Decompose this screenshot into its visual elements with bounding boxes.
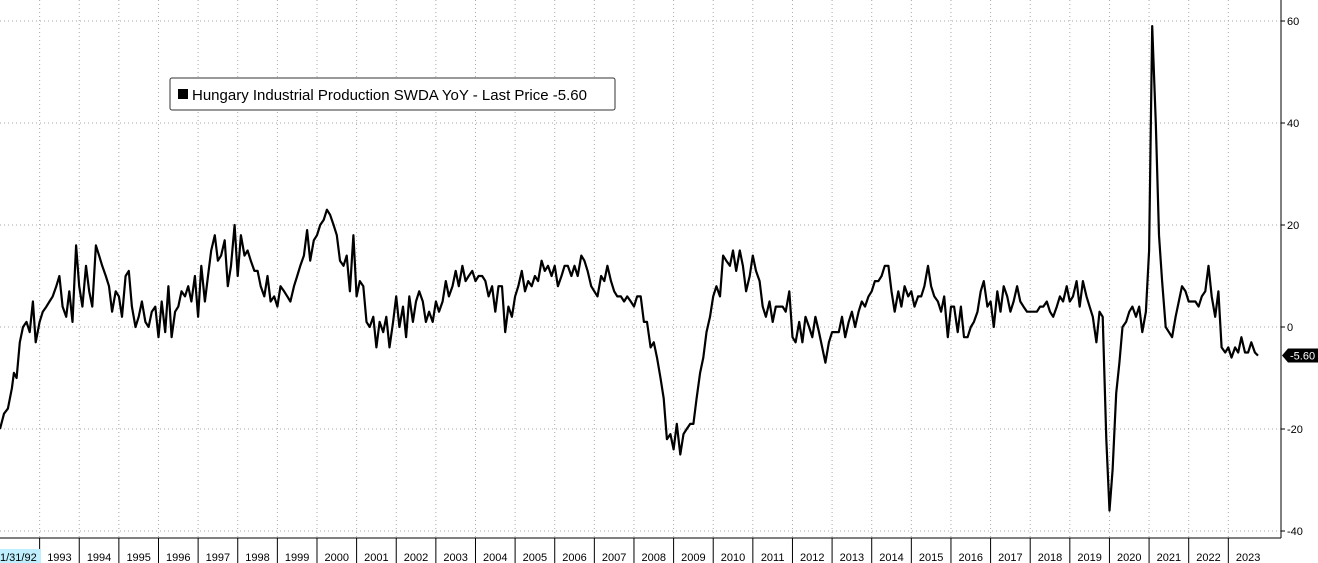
x-tick-label: 1994 xyxy=(87,552,111,563)
x-tick-label: 2004 xyxy=(483,552,507,563)
x-tick-label: 1996 xyxy=(166,552,190,563)
x-tick-label: 2005 xyxy=(523,552,547,563)
y-tick-label: 20 xyxy=(1287,220,1299,232)
x-tick-label: 2003 xyxy=(443,552,467,563)
last-value-label: -5.60 xyxy=(1290,351,1315,363)
series-layer xyxy=(0,25,1259,512)
x-tick-label: 2010 xyxy=(721,552,745,563)
x-tick-label: 1998 xyxy=(245,552,269,563)
x-tick-label: 2008 xyxy=(642,552,666,563)
x-tick-label: 2023 xyxy=(1236,552,1260,563)
legend-label: Hungary Industrial Production SWDA YoY -… xyxy=(192,87,587,104)
y-tick-label: 40 xyxy=(1287,118,1299,130)
x-tick-label: 2019 xyxy=(1077,552,1101,563)
x-tick-label: 2002 xyxy=(404,552,428,563)
x-tick-label: 1997 xyxy=(206,552,230,563)
y-tick-label: 60 xyxy=(1287,16,1299,28)
x-tick-label: 2018 xyxy=(1038,552,1062,563)
grid-layer xyxy=(0,0,1281,538)
x-tick-label: 1999 xyxy=(285,552,309,563)
x-tick-label: 2020 xyxy=(1117,552,1141,563)
x-tick-label: 2011 xyxy=(761,552,785,563)
x-tick-label: 2000 xyxy=(325,552,349,563)
x-tick-label: 2016 xyxy=(959,552,983,563)
axes-layer xyxy=(0,0,1282,539)
start-date-label: 1/31/92 xyxy=(0,552,37,563)
start-date-highlight xyxy=(0,549,41,563)
y-tick-label: -20 xyxy=(1287,424,1303,436)
x-ticks: 1993 1994 1995 1996 1997 1998 1999 2000 2001 2002… xyxy=(39,538,1260,563)
legend: Hungary Industrial Production SWDA YoY -… xyxy=(169,77,616,111)
x-tick-label: 2007 xyxy=(602,552,626,563)
x-tick-label: 2006 xyxy=(562,552,586,563)
x-tick-label: 2009 xyxy=(681,552,705,563)
x-tick-label: 2001 xyxy=(364,552,388,563)
legend-swatch xyxy=(178,89,188,99)
x-tick-label: 1995 xyxy=(126,552,150,563)
y-ticks: 60 40 20 0 -20 -40 xyxy=(1281,16,1303,538)
start-date: 1/31/92 xyxy=(0,549,41,563)
x-tick-label: 2015 xyxy=(919,552,943,563)
x-tick-label: 2022 xyxy=(1196,552,1220,563)
last-value-marker: -5.60 xyxy=(1282,348,1318,363)
y-tick-label: 0 xyxy=(1287,322,1293,334)
legend-box xyxy=(169,77,616,111)
x-tick-label: 1993 xyxy=(47,552,71,563)
x-tick-label: 2014 xyxy=(879,552,903,563)
x-tick-label: 2012 xyxy=(800,552,824,563)
series-line-hungary-ip xyxy=(0,25,1259,512)
y-tick-label: -40 xyxy=(1287,526,1303,538)
x-tick-label: 2021 xyxy=(1157,552,1181,563)
x-tick-label: 2013 xyxy=(840,552,864,563)
x-tick-label: 2017 xyxy=(998,552,1022,563)
last-value-badge xyxy=(1282,348,1318,363)
